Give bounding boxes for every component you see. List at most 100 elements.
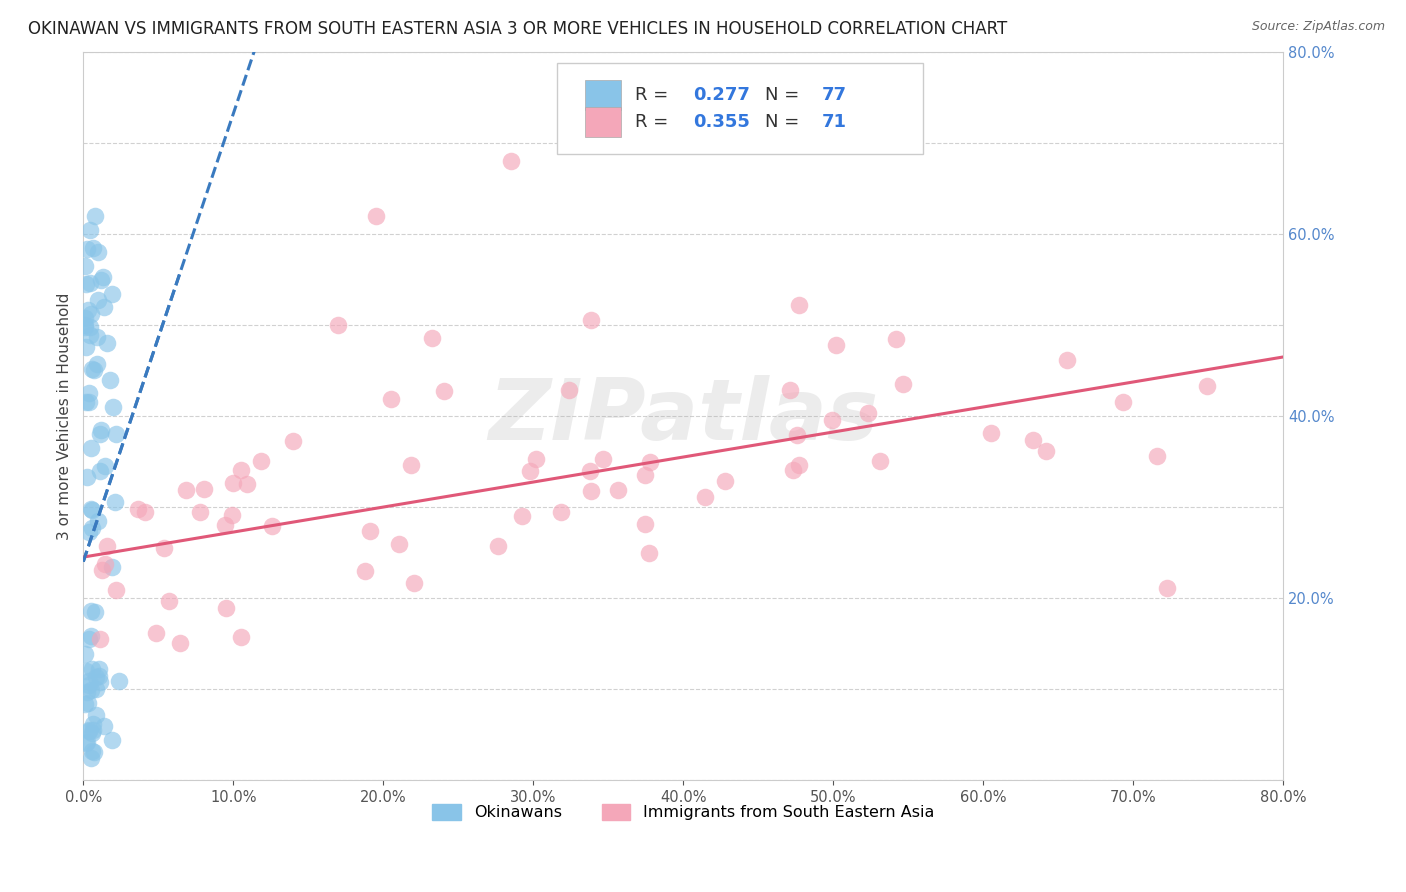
Point xyxy=(169,636,191,650)
Text: N =: N = xyxy=(765,87,804,104)
Point xyxy=(399,458,422,472)
Point xyxy=(80,751,103,765)
Point xyxy=(79,327,101,342)
Point xyxy=(108,674,131,689)
Point xyxy=(76,734,98,748)
Point xyxy=(550,505,572,519)
Point xyxy=(87,514,110,528)
Point xyxy=(89,427,111,442)
Point xyxy=(75,736,97,750)
Point xyxy=(145,626,167,640)
Point xyxy=(87,662,110,676)
Point xyxy=(359,524,381,538)
Point xyxy=(82,362,104,376)
Point xyxy=(82,663,104,677)
Point xyxy=(96,539,118,553)
Point xyxy=(89,632,111,646)
Point xyxy=(1156,581,1178,595)
Point xyxy=(79,441,101,455)
Point xyxy=(87,245,110,260)
Point xyxy=(174,483,197,497)
Point xyxy=(157,594,180,608)
Point xyxy=(283,434,305,449)
Text: R =: R = xyxy=(636,113,675,131)
Point xyxy=(75,340,97,354)
Point xyxy=(101,560,124,574)
Point xyxy=(524,451,547,466)
Point xyxy=(105,427,128,442)
Point xyxy=(891,377,914,392)
Point xyxy=(94,557,117,571)
Point xyxy=(402,576,425,591)
Point xyxy=(634,517,657,532)
Point xyxy=(73,647,96,661)
Point xyxy=(787,458,810,472)
Point xyxy=(782,463,804,477)
Point xyxy=(83,363,105,377)
Point xyxy=(89,674,111,689)
Point xyxy=(486,539,509,553)
Text: 0.277: 0.277 xyxy=(693,87,749,104)
Point xyxy=(519,464,541,478)
Text: ZIPatlas: ZIPatlas xyxy=(488,375,879,458)
Point xyxy=(77,386,100,401)
Point xyxy=(779,384,801,398)
Point xyxy=(1146,449,1168,463)
Point xyxy=(1112,394,1135,409)
Point xyxy=(422,331,444,345)
Point xyxy=(229,631,252,645)
Point xyxy=(328,318,350,332)
Point xyxy=(84,708,107,723)
Point xyxy=(73,311,96,326)
Point xyxy=(499,154,522,169)
Point xyxy=(77,724,100,739)
Point xyxy=(83,745,105,759)
Point xyxy=(215,600,238,615)
Point xyxy=(105,583,128,598)
FancyBboxPatch shape xyxy=(557,63,924,154)
Point xyxy=(98,373,121,387)
Point xyxy=(77,395,100,409)
Text: Source: ZipAtlas.com: Source: ZipAtlas.com xyxy=(1251,20,1385,33)
Point xyxy=(86,330,108,344)
Point xyxy=(90,563,112,577)
Point xyxy=(76,685,98,699)
Point xyxy=(76,469,98,483)
Point xyxy=(80,503,103,517)
FancyBboxPatch shape xyxy=(585,107,621,137)
Point xyxy=(433,384,456,399)
Point xyxy=(80,502,103,516)
Text: R =: R = xyxy=(636,87,675,104)
Point xyxy=(82,521,104,535)
Point xyxy=(80,306,103,320)
Point xyxy=(103,400,125,414)
Point xyxy=(75,277,97,291)
Point xyxy=(152,541,174,555)
Point xyxy=(73,318,96,332)
Point xyxy=(380,392,402,406)
Point xyxy=(260,519,283,533)
Text: 77: 77 xyxy=(821,87,846,104)
Point xyxy=(787,298,810,312)
Point xyxy=(94,459,117,474)
Point xyxy=(77,674,100,689)
Point xyxy=(713,475,735,489)
Point xyxy=(79,319,101,334)
Point xyxy=(640,455,662,469)
Point xyxy=(79,629,101,643)
Y-axis label: 3 or more Vehicles in Household: 3 or more Vehicles in Household xyxy=(58,293,72,540)
Point xyxy=(856,406,879,420)
Point xyxy=(127,502,149,516)
Point xyxy=(607,483,630,498)
Point xyxy=(82,241,104,255)
Point xyxy=(592,451,614,466)
FancyBboxPatch shape xyxy=(585,80,621,111)
Point xyxy=(80,682,103,697)
Text: OKINAWAN VS IMMIGRANTS FROM SOUTH EASTERN ASIA 3 OR MORE VEHICLES IN HOUSEHOLD C: OKINAWAN VS IMMIGRANTS FROM SOUTH EASTER… xyxy=(28,20,1007,37)
Point xyxy=(84,605,107,619)
Point xyxy=(222,475,245,490)
Point xyxy=(77,525,100,540)
Point xyxy=(820,412,842,426)
Point xyxy=(84,682,107,697)
Point xyxy=(87,668,110,682)
